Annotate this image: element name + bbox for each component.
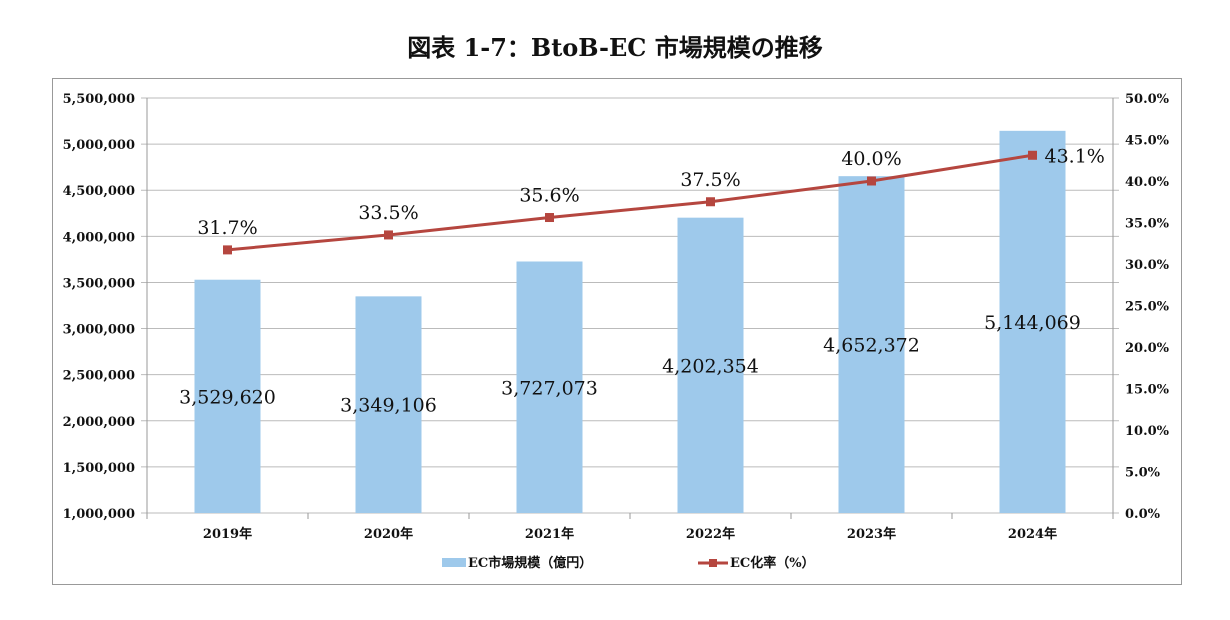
legend-bar-label: EC市場規模（億円）: [468, 555, 592, 571]
left-tick-label: 2,500,000: [63, 369, 135, 384]
left-tick-label: 4,000,000: [63, 230, 135, 245]
right-tick-label: 45.0%: [1125, 134, 1170, 149]
left-tick-label: 2,000,000: [63, 415, 135, 430]
right-tick-label: 35.0%: [1125, 217, 1170, 232]
bar: [838, 176, 905, 513]
bar: [355, 296, 422, 513]
line-point: [545, 213, 554, 223]
line-series: [227, 153, 1033, 252]
right-tick-label: 10.0%: [1125, 424, 1170, 439]
line-data-label: 40.0%: [841, 148, 901, 170]
left-tick-label: 1,000,000: [63, 507, 135, 522]
x-tick-label: 2021年: [525, 526, 574, 542]
x-tick-label: 2022年: [686, 526, 735, 542]
legend-bar-swatch: [442, 558, 466, 567]
right-tick-label: 25.0%: [1125, 300, 1170, 315]
bar-data-label: 4,202,354: [662, 355, 759, 377]
bar-data-label: 4,652,372: [823, 335, 920, 357]
bar: [516, 261, 583, 513]
x-tick-label: 2019年: [203, 526, 252, 542]
x-tick-label: 2024年: [1008, 526, 1057, 542]
right-tick-label: 5.0%: [1125, 466, 1161, 481]
left-tick-label: 1,500,000: [63, 461, 135, 476]
line-data-label: 31.7%: [197, 217, 257, 239]
left-tick-label: 3,500,000: [63, 276, 135, 291]
right-tick-label: 50.0%: [1125, 92, 1170, 107]
line-data-label: 43.1%: [1045, 145, 1105, 167]
right-tick-label: 20.0%: [1125, 341, 1170, 356]
bar-data-label: 3,529,620: [179, 386, 276, 408]
line-point: [1028, 150, 1037, 160]
line-data-label: 37.5%: [680, 169, 740, 191]
legend-line-marker: [709, 559, 717, 567]
line-point: [706, 197, 715, 207]
left-tick-label: 3,000,000: [63, 323, 135, 338]
bar: [999, 130, 1066, 513]
bar: [194, 279, 261, 513]
left-tick-label: 4,500,000: [63, 184, 135, 199]
bar-data-label: 3,727,073: [501, 377, 598, 399]
chart-frame: [52, 78, 1182, 585]
legend-line-label: EC化率（%）: [730, 555, 815, 571]
line-data-label: 35.6%: [519, 185, 579, 207]
right-tick-label: 30.0%: [1125, 258, 1170, 273]
left-tick-label: 5,500,000: [63, 92, 135, 107]
line-data-label: 33.5%: [358, 202, 418, 224]
right-tick-label: 40.0%: [1125, 175, 1170, 190]
bar-data-label: 5,144,069: [984, 312, 1081, 334]
right-tick-label: 15.0%: [1125, 383, 1170, 398]
line-point: [384, 230, 393, 240]
x-tick-label: 2023年: [847, 526, 896, 542]
bar: [677, 217, 744, 513]
bar-data-label: 3,349,106: [340, 395, 437, 417]
line-point: [223, 245, 232, 255]
chart-title: 図表 1-7：BtoB-EC 市場規模の推移: [407, 33, 823, 62]
line-point: [867, 176, 876, 186]
x-tick-label: 2020年: [364, 526, 413, 542]
right-tick-label: 0.0%: [1125, 507, 1161, 522]
left-tick-label: 5,000,000: [63, 138, 135, 153]
